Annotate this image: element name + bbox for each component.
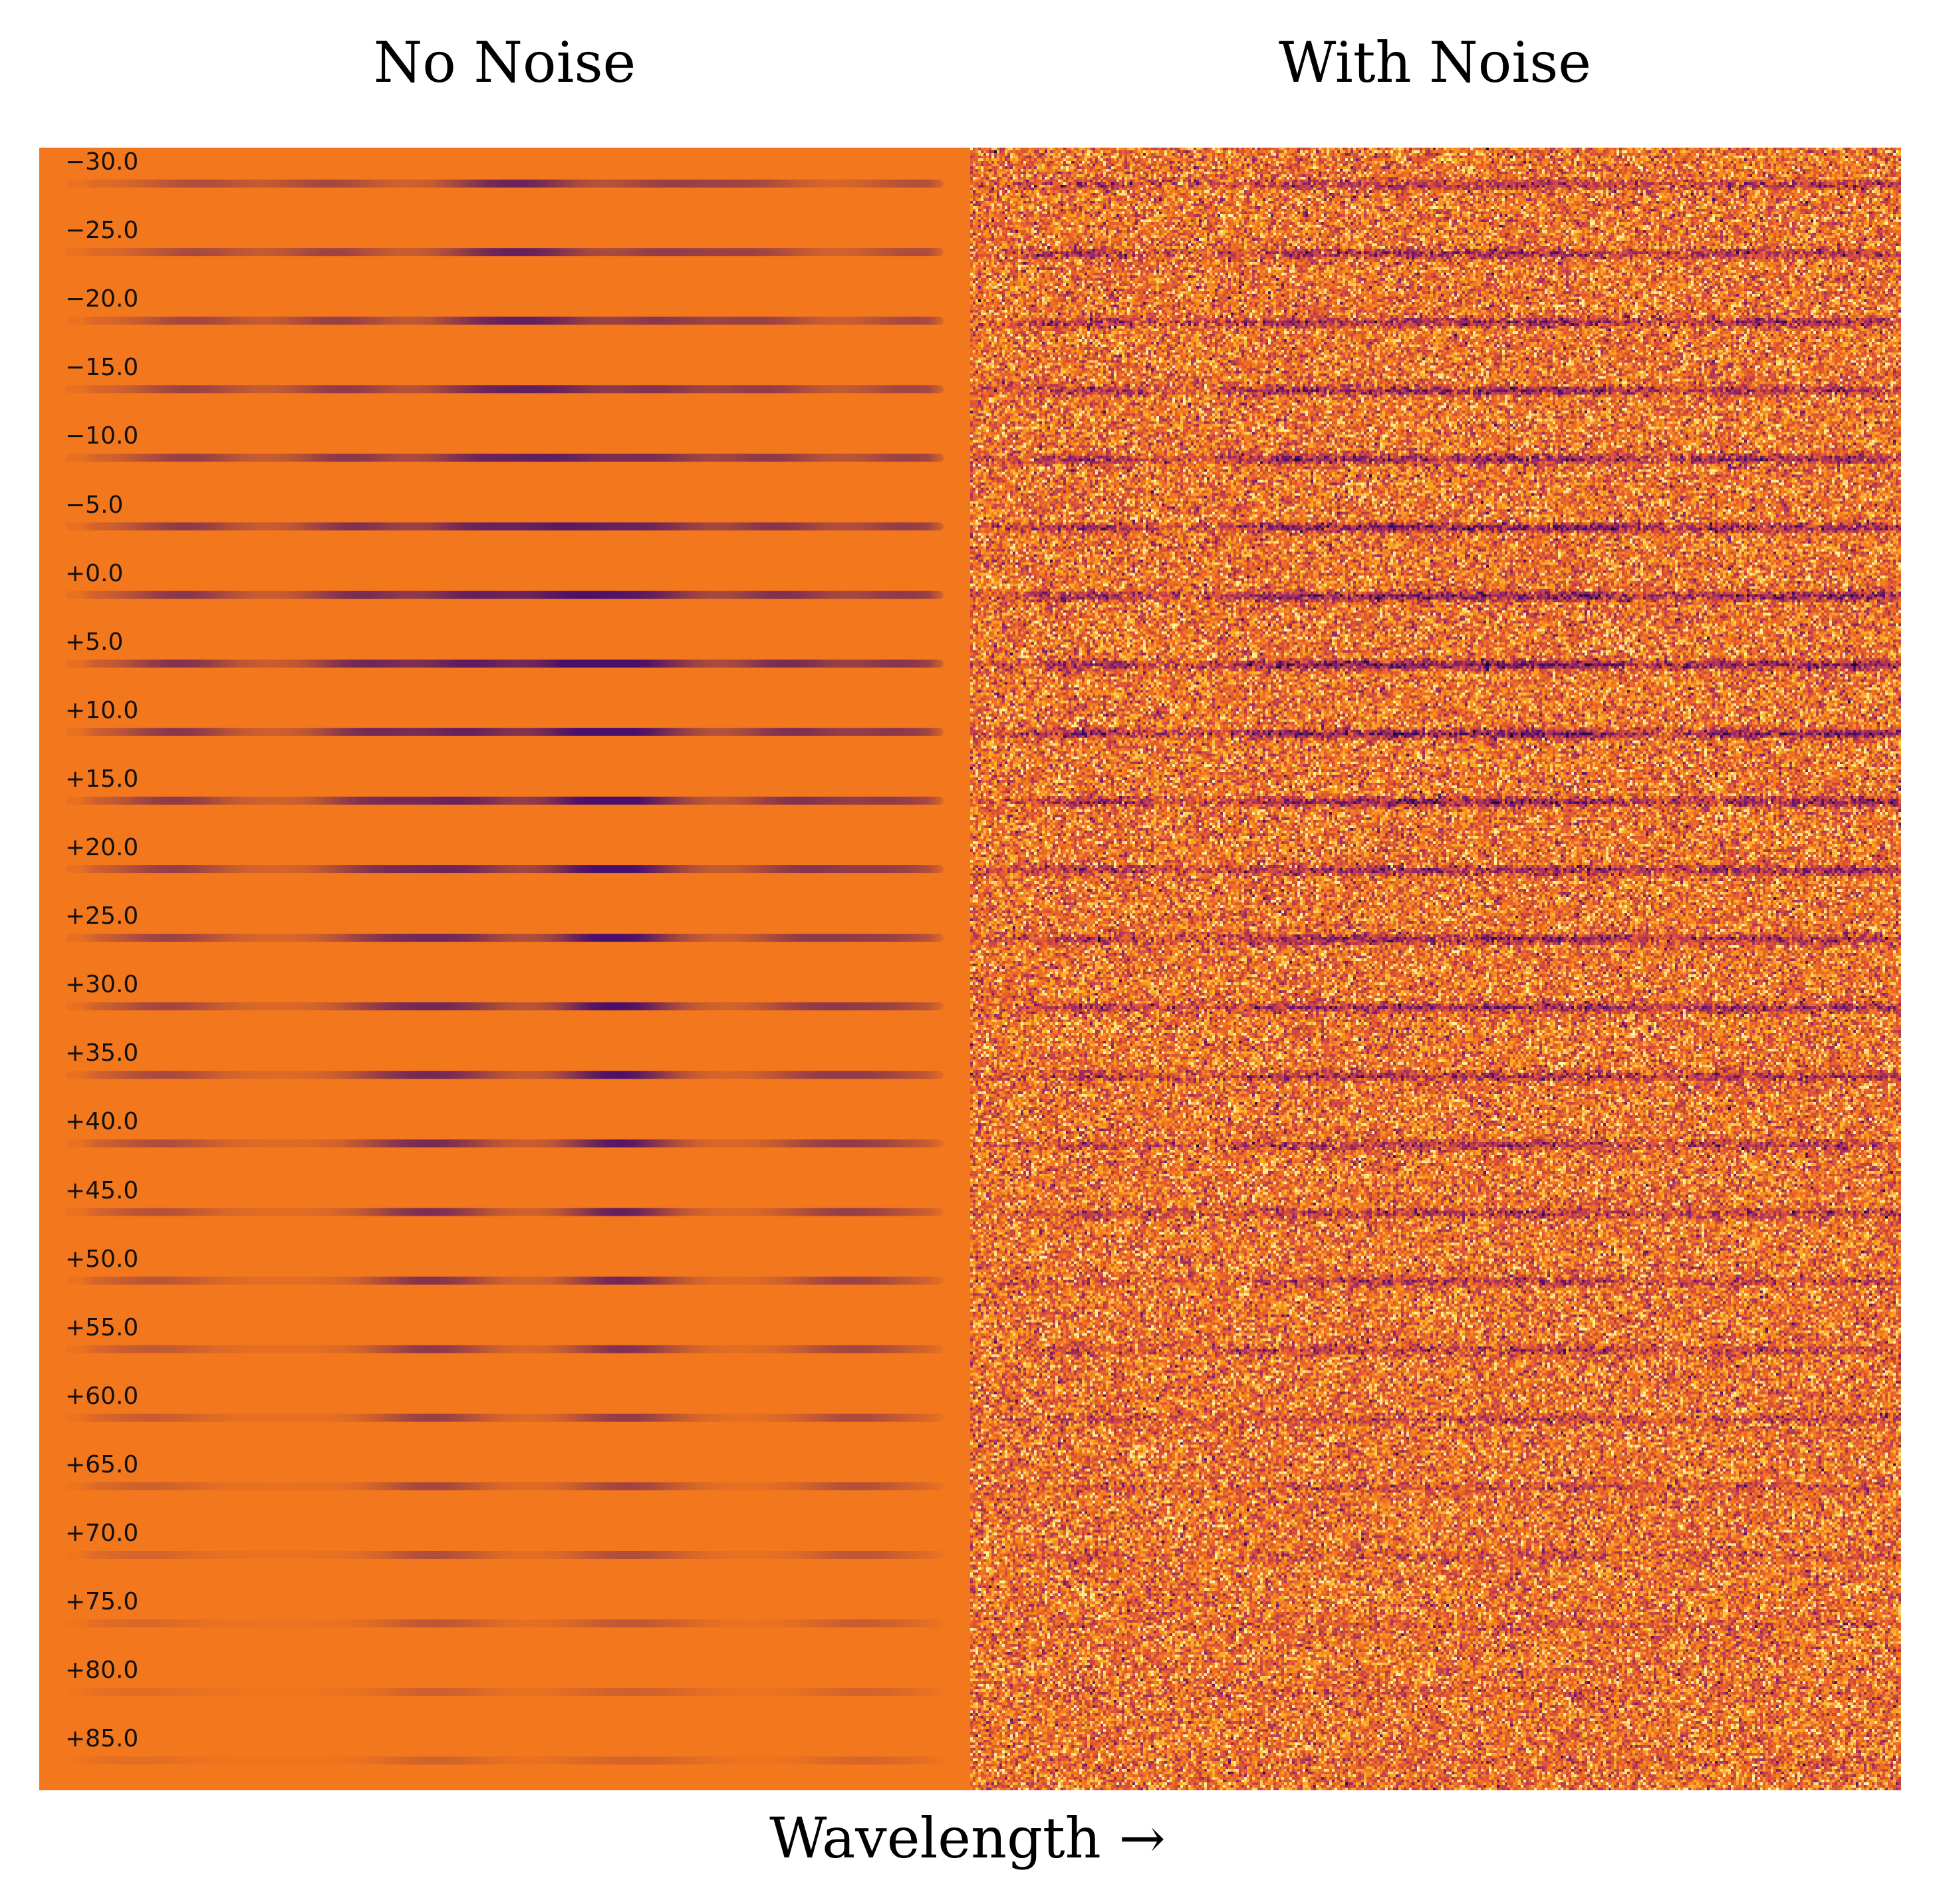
row-tick-label: +45.0 — [65, 1176, 139, 1204]
no-noise-heatmap — [39, 148, 970, 1790]
no-noise-spectra-svg — [66, 180, 944, 1765]
absorption-line-row — [66, 1619, 944, 1628]
x-axis-label: Wavelength → — [769, 1806, 1166, 1871]
absorption-line-row — [66, 1413, 944, 1422]
absorption-line-row — [66, 1345, 944, 1353]
row-tick-label: +55.0 — [65, 1313, 139, 1341]
absorption-line-row — [66, 1756, 944, 1765]
row-tick-label: −25.0 — [65, 217, 139, 245]
no-noise-title: No Noise — [373, 30, 636, 95]
row-tick-label: +40.0 — [65, 1108, 139, 1136]
absorption-line-row — [66, 1139, 944, 1148]
row-tick-label: −10.0 — [65, 422, 139, 450]
absorption-line-row — [66, 1276, 944, 1285]
row-tick-label: +5.0 — [65, 628, 124, 656]
row-tick-label: +75.0 — [65, 1588, 139, 1616]
row-tick-label: +65.0 — [65, 1450, 139, 1478]
row-tick-label: +70.0 — [65, 1520, 139, 1547]
row-tick-label: +35.0 — [65, 1039, 139, 1067]
absorption-line-row — [66, 591, 944, 599]
row-tick-label: +85.0 — [65, 1725, 139, 1753]
absorption-line-row — [66, 1688, 944, 1697]
with-noise-pixel-canvas — [970, 148, 1901, 1790]
with-noise-title: With Noise — [1278, 30, 1592, 95]
absorption-line-row — [66, 659, 944, 668]
absorption-line-row — [66, 385, 944, 394]
row-tick-label: +60.0 — [65, 1382, 139, 1410]
absorption-line-row — [66, 934, 944, 942]
row-tick-label: +50.0 — [65, 1245, 139, 1273]
row-tick-label: +30.0 — [65, 971, 139, 999]
absorption-line-row — [66, 865, 944, 873]
absorption-line-row — [66, 728, 944, 736]
row-tick-label: −20.0 — [65, 285, 139, 313]
row-tick-label: +15.0 — [65, 765, 139, 793]
row-tick-label: +10.0 — [65, 696, 139, 724]
absorption-line-row — [66, 1551, 944, 1559]
row-tick-label: +80.0 — [65, 1657, 139, 1685]
absorption-line-row — [66, 522, 944, 531]
absorption-line-row — [66, 1482, 944, 1490]
with-noise-heatmap — [970, 148, 1901, 1790]
absorption-line-row — [66, 1071, 944, 1079]
row-tick-label: −15.0 — [65, 354, 139, 382]
absorption-line-row — [66, 454, 944, 462]
row-tick-label: −30.0 — [65, 148, 139, 176]
absorption-line-row — [66, 180, 944, 188]
absorption-line-row — [66, 796, 944, 805]
absorption-line-row — [66, 248, 944, 257]
row-tick-label: +20.0 — [65, 834, 139, 861]
absorption-line-row — [66, 317, 944, 325]
row-tick-label: −5.0 — [65, 491, 124, 519]
absorption-line-row — [66, 1002, 944, 1011]
row-tick-label: +25.0 — [65, 902, 139, 930]
row-tick-label: +0.0 — [65, 559, 124, 587]
absorption-line-row — [66, 1208, 944, 1216]
